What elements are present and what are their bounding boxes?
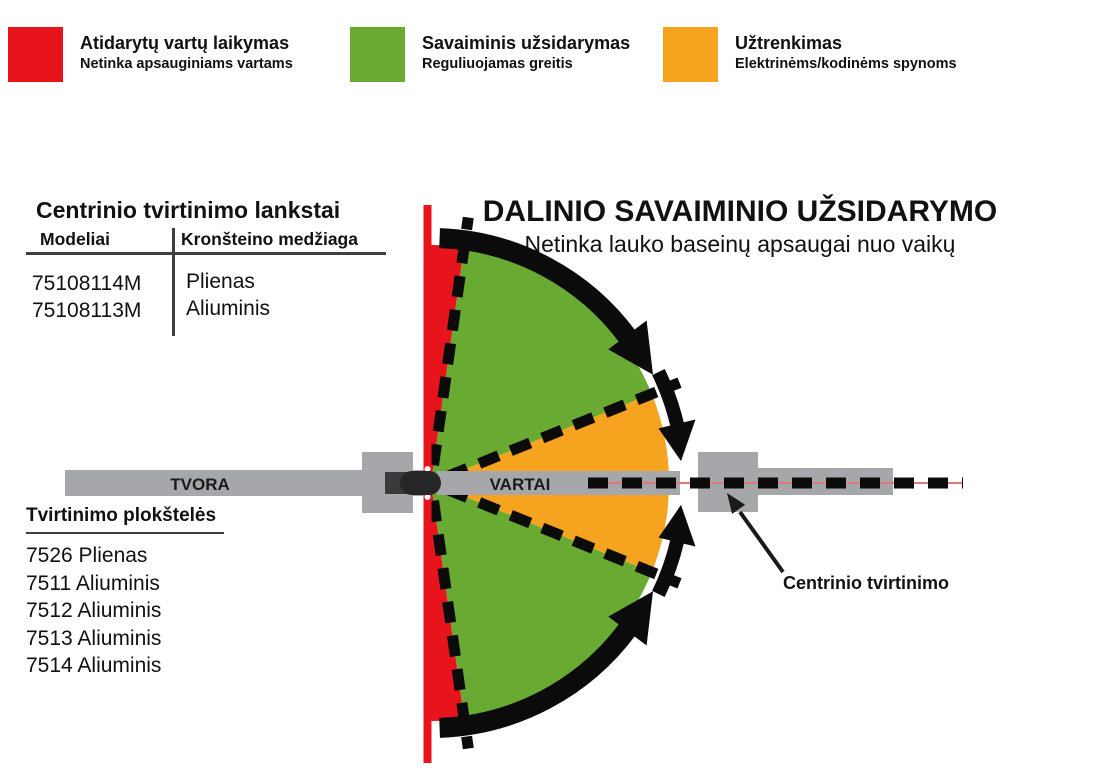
legend-item-slam: Užtrenkimas Elektrinėms/kodinėms spynoms [663, 27, 957, 82]
legend-title: Savaiminis užsidarymas [422, 33, 631, 53]
hinge-table-col-models: Modeliai [40, 229, 111, 249]
dashed-boundary-22deg-top [445, 377, 682, 482]
diagram-subtitle: Netinka lauko baseinų apsaugai nuo vaikų [524, 231, 956, 257]
legend-text: Užtrenkimas Elektrinėms/kodinėms spynoms [735, 27, 957, 74]
callout-arrowhead-icon [727, 493, 746, 514]
gate-label: VARTAI [490, 475, 551, 494]
table-cell-model-2: 75108113M [32, 299, 142, 322]
center-mount-callout-label: Centrinio tvirtinimo [783, 573, 949, 593]
hinge-table-col-material: Kronšteino medžiaga [181, 229, 358, 249]
table-cell-material-2: Aliuminis [186, 297, 271, 320]
plate-item-3: 7512 Aliuminis [26, 599, 162, 622]
plate-item-4: 7513 Aliuminis [26, 626, 162, 650]
plate-item-2: 7511 Aliuminis [26, 571, 160, 595]
dashed-boundary-22deg-bottom [445, 484, 682, 589]
legend-item-self-closing: Savaiminis užsidarymas Reguliuojamas gre… [350, 27, 630, 82]
table-vertical-rule [172, 228, 175, 336]
callout-arrow-line [738, 510, 785, 574]
legend-subtitle: Reguliuojamas greitis [422, 56, 573, 72]
table-horizontal-rule [26, 252, 386, 255]
fence-label: TVORA [170, 475, 230, 494]
sector-green-top [431, 247, 652, 483]
plate-item-5: 7514 Aliuminis [26, 654, 162, 677]
plates-list: Tvirtinimo plokštelės 7526 Plienas 7511 … [26, 505, 225, 680]
diagram-title: DALINIO SAVAIMINIO UŽSIDARYMO [482, 195, 998, 228]
swing-arc-top-arrowhead-icon [608, 320, 653, 375]
plate-item-1: 7526 Plienas [26, 544, 148, 567]
legend-subtitle: Elektrinėms/kodinėms spynoms [735, 56, 957, 72]
table-cell-model-1: 75108114M [32, 272, 142, 295]
diagram-title-block: DALINIO SAVAIMINIO UŽSIDARYMO Netinka la… [440, 195, 1040, 258]
hinge-pin-top [424, 466, 431, 472]
hinge-table-title-text: Centrinio tvirtinimo lankstai [36, 197, 341, 223]
closing-arrow-bottom-arrowhead-icon [658, 504, 696, 547]
legend-item-hold-open: Atidarytų vartų laikymas Netinka apsaugi… [8, 27, 293, 82]
plates-list-title: Tvirtinimo plokštelės [26, 505, 225, 534]
hinge-table-title: Centrinio tvirtinimo lankstai [36, 197, 340, 224]
gate-closer-hinge [400, 471, 441, 495]
swing-arc-bottom-arrowhead-icon [608, 591, 653, 646]
sector-green-bottom [431, 483, 652, 719]
hinge-pin-bottom [424, 494, 431, 500]
swing-arc-bottom [439, 621, 638, 738]
dashed-boundary-82deg-top [428, 216, 474, 466]
green-square-icon [350, 27, 405, 82]
swing-arc-top [439, 228, 638, 345]
orange-square-icon [663, 27, 718, 82]
legend-text: Savaiminis užsidarymas Reguliuojamas gre… [422, 27, 630, 74]
red-square-icon [8, 27, 63, 82]
table-cell-material-1: Plienas [186, 270, 255, 293]
closing-arrow-top-arrowhead-icon [658, 419, 696, 462]
legend-subtitle: Netinka apsauginiams vartams [80, 56, 293, 72]
legend-title: Užtrenkimas [735, 33, 843, 53]
dashed-boundary-82deg-bottom [428, 500, 474, 750]
legend-text: Atidarytų vartų laikymas Netinka apsaugi… [80, 27, 293, 74]
legend-title: Atidarytų vartų laikymas [80, 33, 290, 53]
